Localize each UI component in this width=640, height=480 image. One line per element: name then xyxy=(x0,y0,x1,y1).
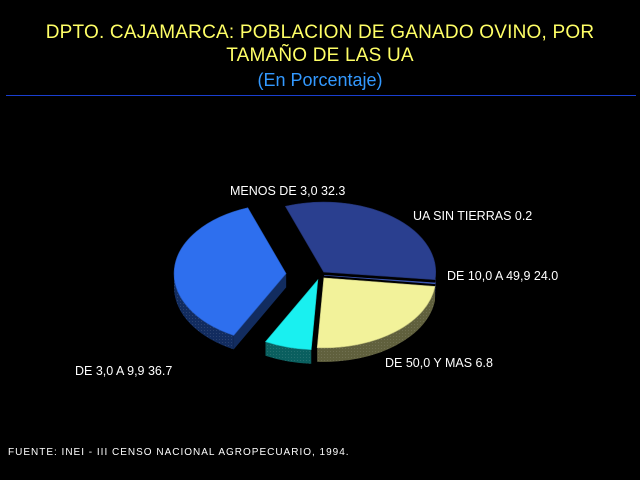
chart-subtitle: (En Porcentaje) xyxy=(257,70,383,90)
pie-slice-de-50-0-y-mas xyxy=(264,278,319,351)
pie-slice-de-3-0-a-9-9 xyxy=(173,207,287,336)
slice-label-ua-sin-tierras: UA SIN TIERRAS 0.2 xyxy=(413,209,532,223)
slice-label-de-50-0-y-mas: DE 50,0 Y MAS 6.8 xyxy=(385,356,493,370)
pie-slice-menos-de-3-0 xyxy=(284,201,436,281)
pie-slice-ua-sin-tierras xyxy=(323,274,436,285)
slice-label-de-10-0-a-49-9: DE 10,0 A 49,9 24.0 xyxy=(447,269,558,283)
chart-title-line-2: TAMAÑO DE LAS UA xyxy=(226,45,414,66)
title-divider xyxy=(6,95,636,96)
slice-label-de-3-0-a-9-9: DE 3,0 A 9,9 36.7 xyxy=(75,364,172,378)
pie-slice-side-texture-de-3-0-a-9-9 xyxy=(174,273,234,350)
pie-slice-side-texture-de-50-0-y-mas xyxy=(265,341,312,364)
source-note: FUENTE: INEI - III CENSO NACIONAL AGROPE… xyxy=(8,447,350,458)
pie-slice-cut-face-de-3-0-a-9-9-0 xyxy=(233,273,287,350)
pie-slice-side-texture-de-10-0-a-49-9 xyxy=(317,286,436,362)
pie-slice-de-10-0-a-49-9 xyxy=(316,277,436,349)
slice-label-menos-de-3-0: MENOS DE 3,0 32.3 xyxy=(230,184,345,198)
chart-title-line-1: DPTO. CAJAMARCA: POBLACION DE GANADO OVI… xyxy=(45,22,595,43)
